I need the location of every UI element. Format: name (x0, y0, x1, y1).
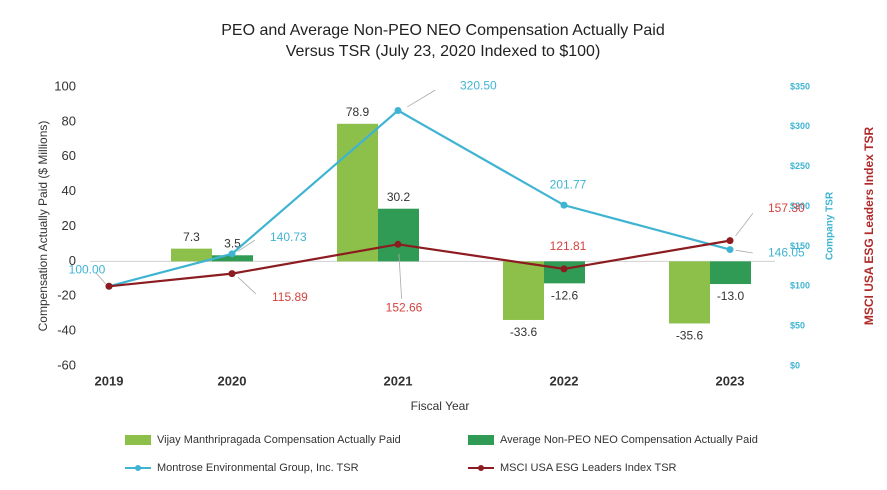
bar-value-label: 3.5 (224, 236, 241, 250)
y-tick-label: 100 (54, 78, 76, 93)
legend-marker (135, 465, 141, 471)
legend-marker (478, 465, 484, 471)
leader-line (95, 272, 106, 285)
x-tick-label: 2020 (218, 373, 247, 388)
bar-value-label: -13.0 (717, 289, 745, 303)
line-point (726, 237, 734, 245)
line-value-label: 152.66 (386, 300, 423, 314)
bar-value-label: -12.6 (551, 289, 579, 303)
x-tick-label: 2021 (384, 373, 413, 388)
bar (378, 208, 419, 262)
bar (171, 248, 212, 262)
line-value-label: 157.30 (768, 201, 805, 215)
x-tick-label: 2022 (550, 373, 579, 388)
legend-swatch (125, 435, 151, 445)
bar-value-label: -33.6 (510, 325, 538, 339)
line-value-label: 320.50 (460, 79, 497, 93)
bar (710, 261, 751, 285)
bar (212, 255, 253, 262)
line-point (560, 201, 568, 209)
line-point (394, 240, 402, 248)
line-value-label: 146.05 (768, 246, 805, 260)
bar (503, 261, 544, 320)
y-axis-label: Compensation Actually Paid ($ Millions) (36, 121, 50, 332)
legend-label: Vijay Manthripragada Compensation Actual… (157, 434, 401, 446)
line-point (228, 270, 236, 278)
chart-title: Versus TSR (July 23, 2020 Indexed to $10… (286, 43, 601, 60)
x-axis-label: Fiscal Year (411, 399, 470, 413)
bar-value-label: 30.2 (387, 190, 411, 204)
y-tick-label: 20 (62, 218, 76, 233)
line-point (228, 250, 236, 258)
line-value-label: 100.00 (69, 262, 106, 276)
y-tick-label: -40 (57, 323, 76, 338)
y-tick-label: 80 (62, 113, 76, 128)
x-tick-label: 2023 (716, 373, 745, 388)
chart-title: PEO and Average Non-PEO NEO Compensation… (221, 22, 665, 39)
legend-swatch (468, 435, 494, 445)
line-point (394, 107, 402, 115)
y-tick-label: 0 (69, 253, 76, 268)
leader-line (735, 213, 754, 237)
y-tick-label: 40 (62, 183, 76, 198)
y2-tick-label: $100 (790, 281, 810, 291)
y2-tick-label: $50 (790, 321, 805, 331)
y2-tick-label: $0 (790, 360, 800, 370)
legend-label: Average Non-PEO NEO Compensation Actuall… (500, 434, 758, 446)
leader-line (735, 249, 753, 254)
bar-value-label: -35.6 (676, 329, 704, 343)
y2-axis-label: Company TSR (825, 191, 836, 260)
y2-tick-label: $200 (790, 201, 810, 211)
bar-value-label: 78.9 (346, 105, 370, 119)
leader-line (398, 253, 402, 299)
line-point (105, 282, 113, 290)
y2-tick-label: $300 (790, 121, 810, 131)
y2-tick-label: $250 (790, 161, 810, 171)
legend-label: MSCI USA ESG Leaders Index TSR (500, 462, 677, 474)
y-tick-label: 60 (62, 148, 76, 163)
y2-tick-label: $350 (790, 81, 810, 91)
line-point (560, 265, 568, 273)
leader-line (407, 89, 436, 108)
line-value-label: 115.89 (272, 290, 308, 304)
line-point (726, 246, 734, 254)
x-tick-label: 2019 (95, 373, 124, 388)
line-value-label: 121.81 (550, 239, 587, 253)
y2-tick-label: $150 (790, 241, 810, 251)
y3-axis-label: MSCI USA ESG Leaders Index TSR (862, 127, 876, 326)
line-value-label: 140.73 (270, 230, 307, 244)
bar-value-label: 7.3 (183, 230, 200, 244)
y-tick-label: -20 (57, 288, 76, 303)
y-tick-label: -60 (57, 357, 76, 372)
line-value-label: 201.77 (550, 177, 587, 191)
leader-line (237, 276, 257, 295)
bar (669, 261, 710, 324)
legend-label: Montrose Environmental Group, Inc. TSR (157, 462, 359, 474)
leader-line (237, 239, 256, 252)
